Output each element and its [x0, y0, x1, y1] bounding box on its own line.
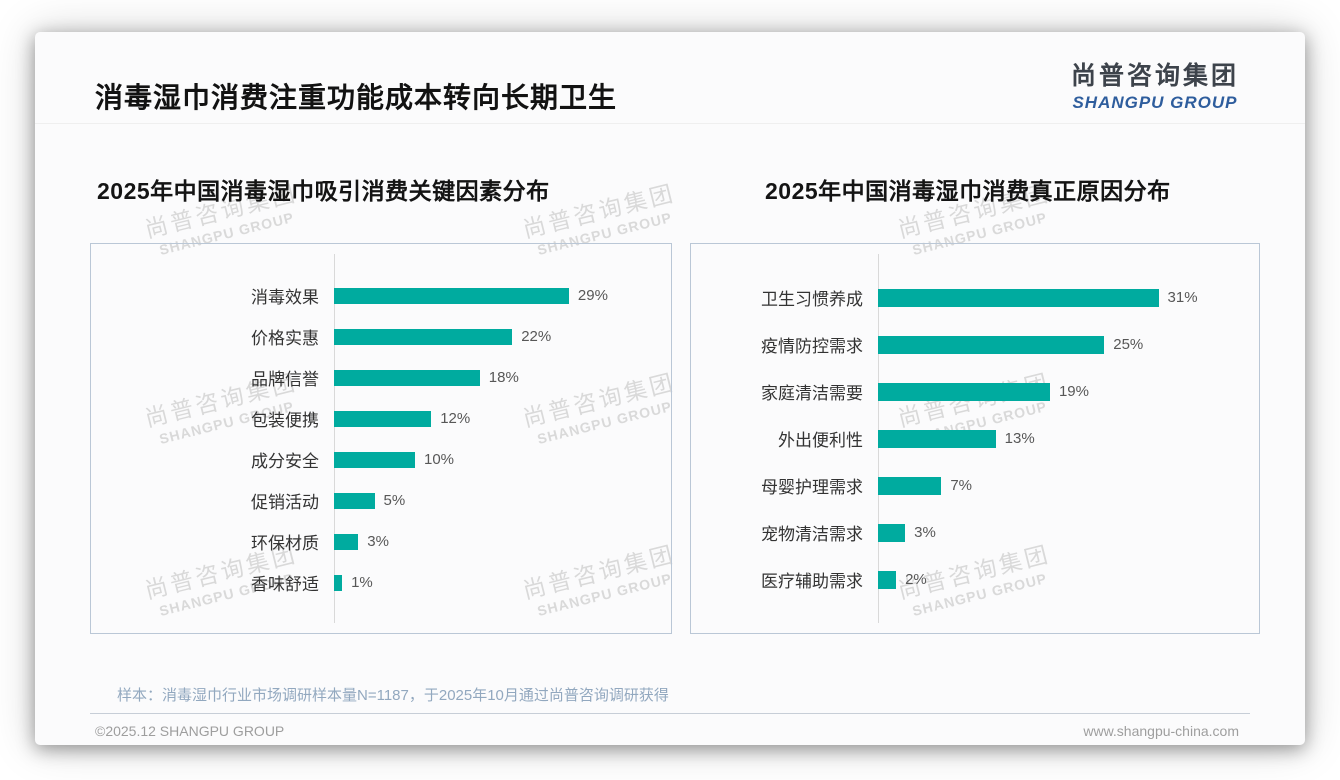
category-label: 促销活动 — [251, 493, 319, 512]
bar — [334, 410, 432, 427]
bar-track: 10% — [334, 451, 671, 468]
category-label: 香味舒适 — [251, 575, 319, 594]
value-label: 31% — [1167, 289, 1198, 306]
bar-track: 13% — [878, 429, 1259, 448]
chart-row: 价格实惠 22% — [91, 316, 671, 357]
category-label: 价格实惠 — [251, 329, 319, 348]
y-axis-line — [334, 254, 335, 623]
category-label: 疫情防控需求 — [761, 337, 863, 356]
category-label: 医疗辅助需求 — [761, 572, 863, 591]
chart-row: 包装便携 12% — [91, 398, 671, 439]
bar-track: 3% — [334, 533, 671, 550]
bar — [878, 476, 942, 495]
bar-chart-right: 卫生习惯养成 31% 疫情防控需求 25% 家庭清洁需要 19% 外出便利性 13% 母婴护理需… — [691, 244, 1259, 603]
bar-track: 29% — [334, 287, 671, 304]
footer-copyright: ©2025.12 SHANGPU GROUP — [95, 723, 285, 739]
chart-row: 家庭清洁需要 19% — [691, 368, 1259, 415]
bar — [878, 335, 1105, 354]
bar — [334, 533, 359, 550]
category-label: 品牌信誉 — [251, 370, 319, 389]
value-label: 10% — [424, 451, 455, 468]
value-label: 2% — [905, 571, 927, 588]
bar — [878, 523, 906, 542]
category-label: 宠物清洁需求 — [761, 525, 863, 544]
bar-track: 7% — [878, 476, 1259, 495]
chart-row: 疫情防控需求 25% — [691, 321, 1259, 368]
bar-chart-left: 消毒效果 29% 价格实惠 22% 品牌信誉 18% 包装便携 12% 成分安全 10% 促销活动 5… — [91, 244, 671, 603]
bar-track: 3% — [878, 523, 1259, 542]
chart-row: 母婴护理需求 7% — [691, 462, 1259, 509]
chart-panel-left: 消毒效果 29% 价格实惠 22% 品牌信誉 18% 包装便携 12% 成分安全 10% 促销活动 5… — [90, 243, 672, 634]
chart-row: 促销活动 5% — [91, 480, 671, 521]
value-label: 13% — [1004, 430, 1035, 447]
bar — [334, 492, 375, 509]
page-title: 消毒湿巾消费注重功能成本转向长期卫生 — [95, 82, 618, 113]
bar-track: 1% — [334, 574, 671, 591]
chart-row: 医疗辅助需求 2% — [691, 556, 1259, 603]
category-label: 外出便利性 — [778, 431, 863, 450]
chart-row: 宠物清洁需求 3% — [691, 509, 1259, 556]
value-label: 7% — [950, 477, 973, 494]
category-label: 消毒效果 — [251, 288, 319, 307]
bar — [878, 382, 1050, 401]
header-divider — [35, 123, 1305, 124]
category-label: 包装便携 — [251, 411, 319, 430]
bar-track: 31% — [878, 288, 1259, 307]
bar-track: 22% — [334, 328, 671, 345]
bar — [334, 451, 415, 468]
bar — [878, 429, 996, 448]
value-label: 25% — [1113, 336, 1144, 353]
sample-note: 样本：消毒湿巾行业市场调研样本量N=1187，于2025年10月通过尚普咨询调研… — [117, 687, 669, 704]
company-logo: 尚普咨询集团 SHANGPU GROUP — [1071, 56, 1239, 113]
bar — [334, 287, 569, 304]
category-label: 卫生习惯养成 — [761, 290, 863, 309]
bar-track: 12% — [334, 410, 671, 427]
value-label: 19% — [1058, 383, 1089, 400]
bar — [334, 369, 480, 386]
chart-panel-right: 卫生习惯养成 31% 疫情防控需求 25% 家庭清洁需要 19% 外出便利性 13% 母婴护理需… — [690, 243, 1260, 634]
logo-chinese-name: 尚普咨询集团 — [1070, 62, 1239, 90]
chart-row: 外出便利性 13% — [691, 415, 1259, 462]
category-label: 环保材质 — [251, 534, 319, 553]
value-label: 3% — [914, 524, 936, 541]
value-label: 5% — [383, 492, 406, 509]
value-label: 12% — [440, 410, 471, 427]
bar-track: 25% — [878, 335, 1259, 354]
chart-row: 消毒效果 29% — [91, 275, 671, 316]
bar-track: 5% — [334, 492, 671, 509]
footer-website: www.shangpu-china.com — [1083, 723, 1239, 739]
value-label: 18% — [488, 369, 519, 386]
slide-card: 尚普咨询集团 SHANGPU GROUP 尚普咨询集团 SHANGPU GROUP 尚普… — [35, 32, 1305, 745]
chart-title-right: 2025年中国消毒湿巾消费真正原因分布 — [765, 178, 1171, 204]
bar — [334, 574, 343, 591]
bar-track: 18% — [334, 369, 671, 386]
category-label: 家庭清洁需要 — [761, 384, 863, 403]
category-label: 母婴护理需求 — [761, 478, 863, 497]
chart-row: 卫生习惯养成 31% — [691, 274, 1259, 321]
footer-divider — [90, 713, 1250, 714]
chart-row: 香味舒适 1% — [91, 562, 671, 603]
bar — [878, 570, 897, 589]
value-label: 29% — [577, 287, 608, 304]
bar — [878, 288, 1159, 307]
value-label: 3% — [367, 533, 389, 550]
chart-title-left: 2025年中国消毒湿巾吸引消费关键因素分布 — [97, 178, 550, 204]
value-label: 1% — [351, 574, 373, 591]
bar-track: 2% — [878, 570, 1259, 589]
chart-row: 品牌信誉 18% — [91, 357, 671, 398]
value-label: 22% — [521, 328, 552, 345]
bar-track: 19% — [878, 382, 1259, 401]
chart-row: 成分安全 10% — [91, 439, 671, 480]
category-label: 成分安全 — [251, 452, 319, 471]
bar — [334, 328, 513, 345]
logo-english-name: SHANGPU GROUP — [1072, 93, 1238, 112]
chart-row: 环保材质 3% — [91, 521, 671, 562]
